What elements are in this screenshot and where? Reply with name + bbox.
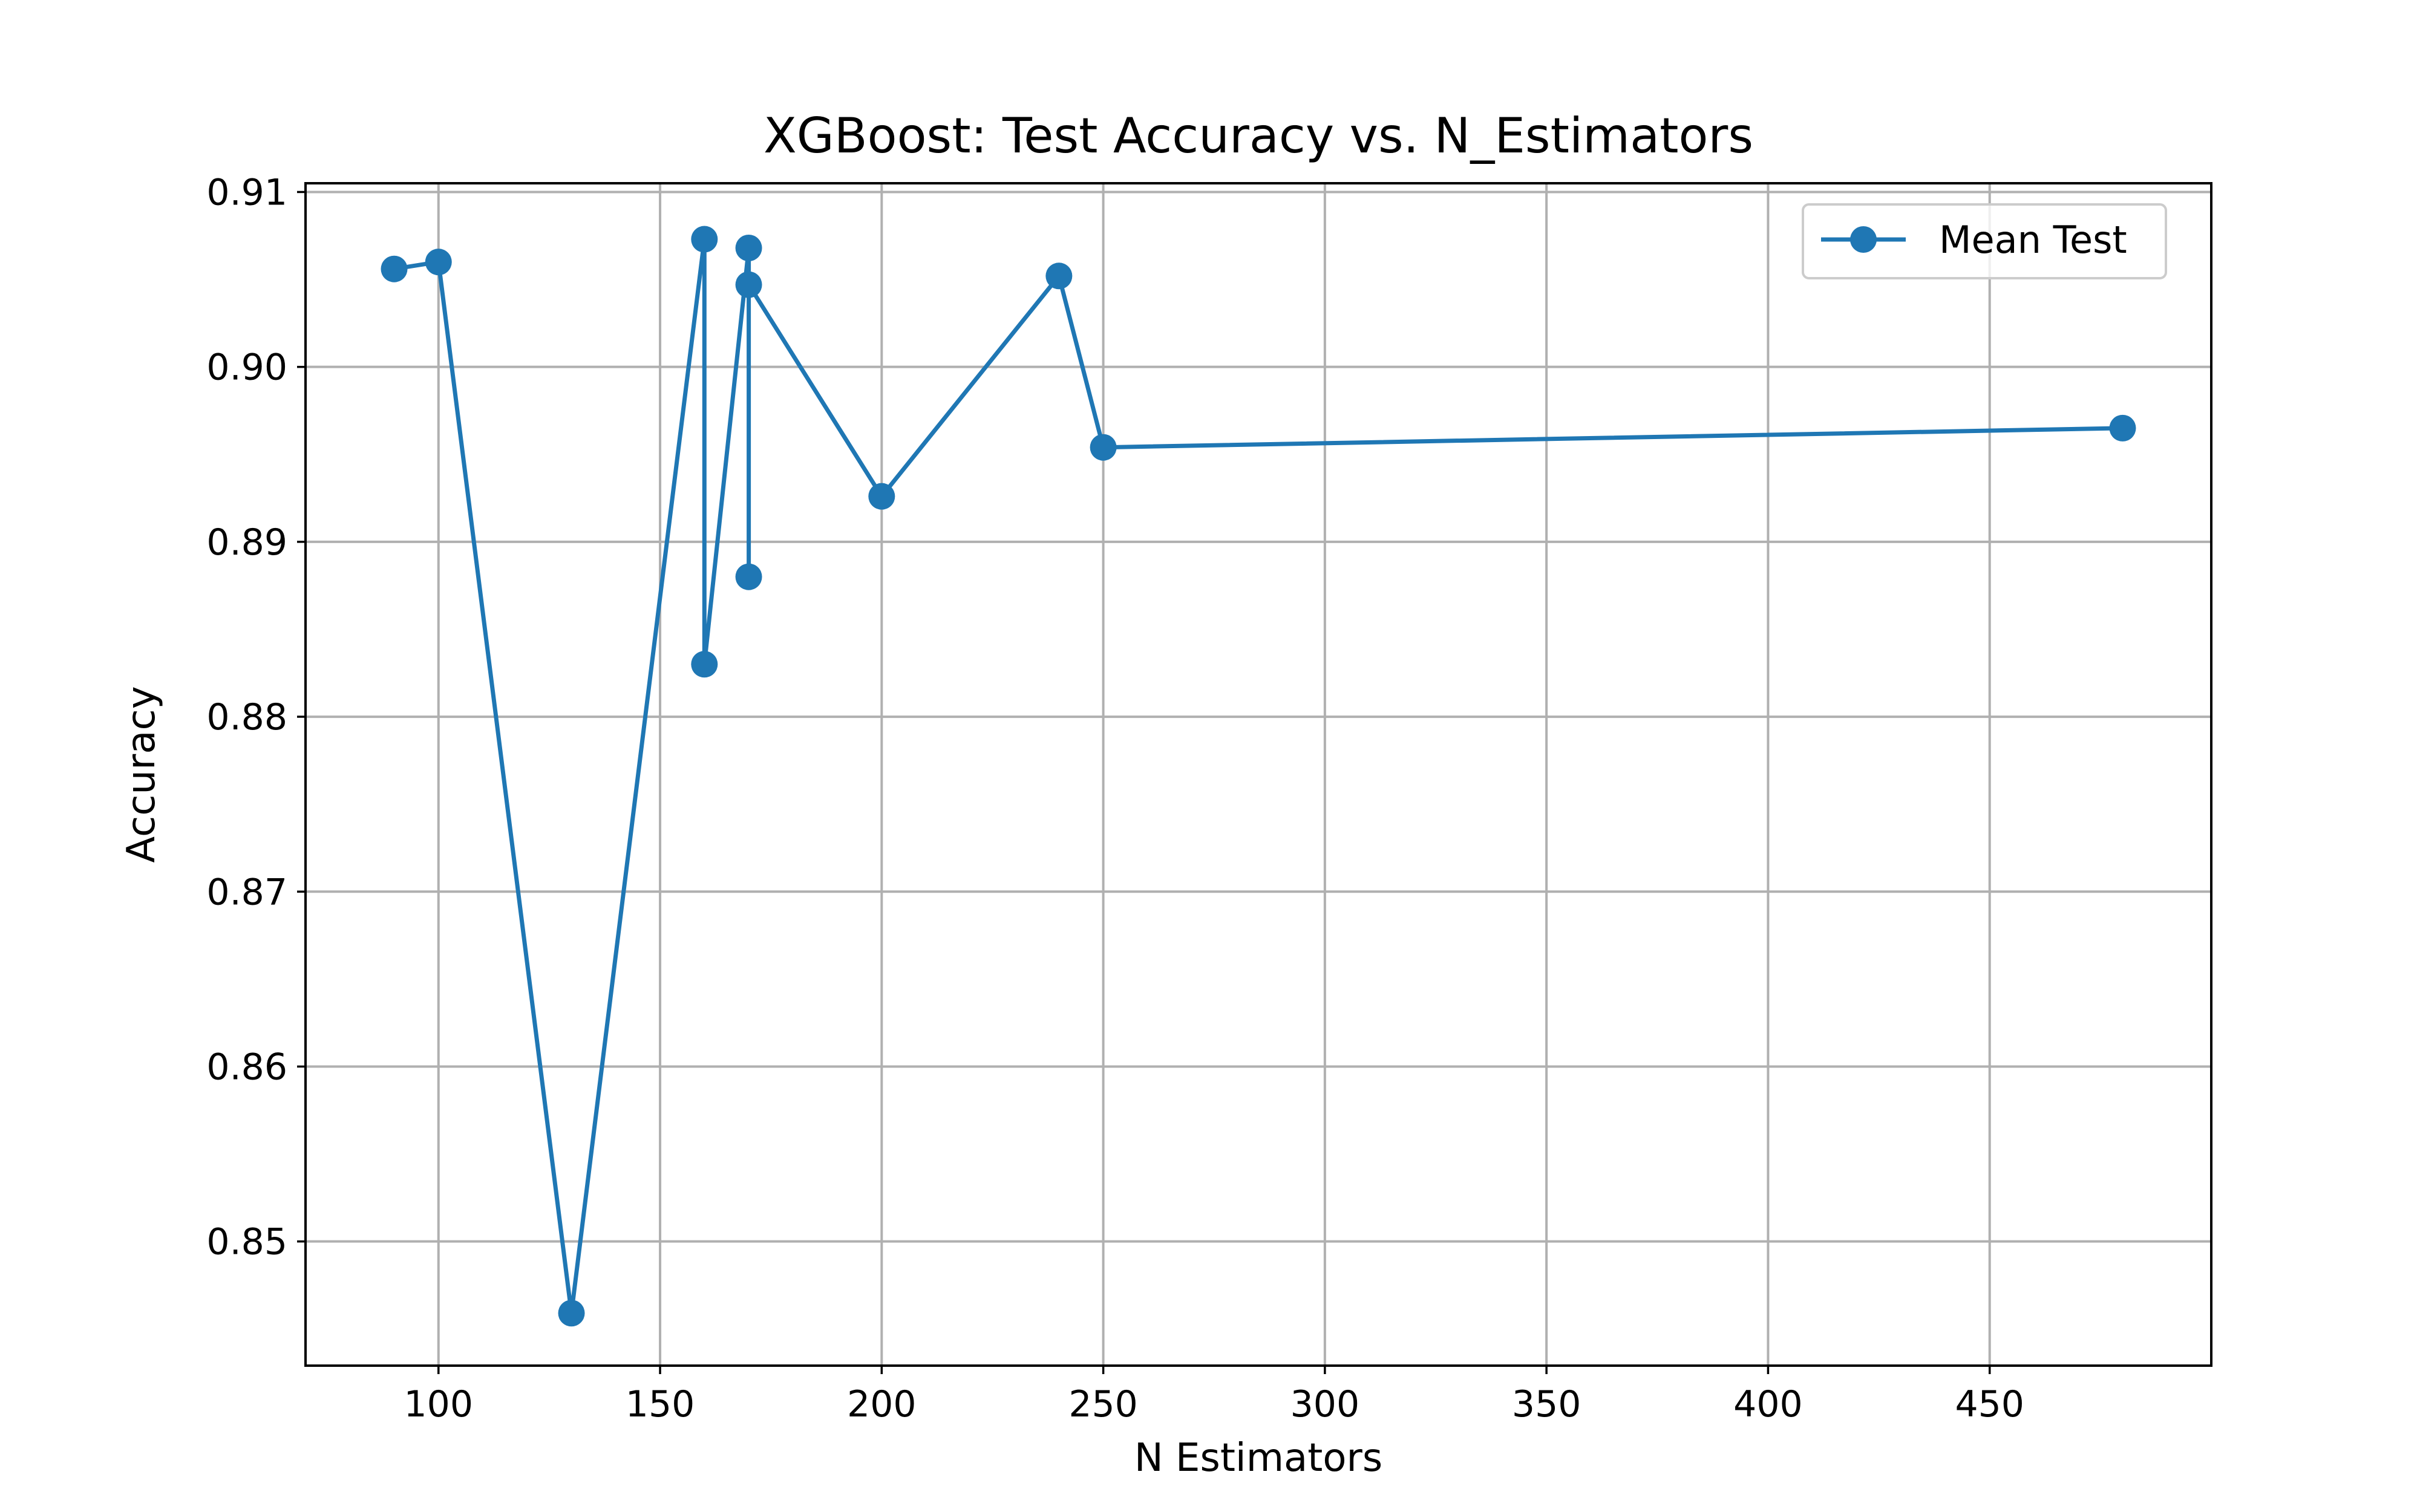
x-tick-label: 150 [626,1383,695,1426]
x-tick-label: 300 [1290,1383,1360,1426]
legend: Mean Test [1802,203,2167,279]
data-point [1090,434,1117,461]
y-tick-label: 0.88 [206,696,287,738]
x-axis-title: N Estimators [1134,1436,1382,1481]
legend-box [1802,203,2167,279]
data-point [2109,414,2136,442]
x-tick-label: 200 [847,1383,917,1426]
x-tick-label: 450 [1955,1383,2024,1426]
data-point [735,563,762,590]
y-tick-label: 0.90 [206,347,287,389]
data-point [735,235,762,262]
series-line-mean-test [393,237,2123,1315]
data-point [735,271,762,298]
y-tick-label: 0.91 [206,171,287,213]
x-tick-label: 250 [1068,1383,1138,1426]
x-tick-label: 100 [404,1383,474,1426]
chart-title: XGBoost: Test Accuracy vs. N_Estimators [764,108,1753,164]
data-point [691,651,718,678]
y-tick-label: 0.89 [206,521,287,564]
y-tick-label: 0.85 [206,1221,287,1263]
x-tick-label: 350 [1512,1383,1581,1426]
data-point [381,255,408,282]
y-axis-title: Accuracy [119,686,164,862]
data-point [868,483,895,510]
x-tick-label: 400 [1733,1383,1803,1426]
data-point [558,1300,585,1327]
series-layer [381,226,2136,1327]
y-tick-label: 0.87 [206,871,287,913]
plot-frame [304,182,2212,1367]
data-point [1045,262,1073,290]
data-point [691,226,718,253]
grid [306,183,2211,1366]
data-point [425,249,452,276]
ticks: 100 150 200 250 300 350 400 450 0.85 0.86 0.87 0.88… [206,171,2024,1426]
legend-marker [1850,226,1877,253]
y-tick-label: 0.86 [206,1046,287,1088]
legend-label-mean-test: Mean Test [1939,218,2127,262]
